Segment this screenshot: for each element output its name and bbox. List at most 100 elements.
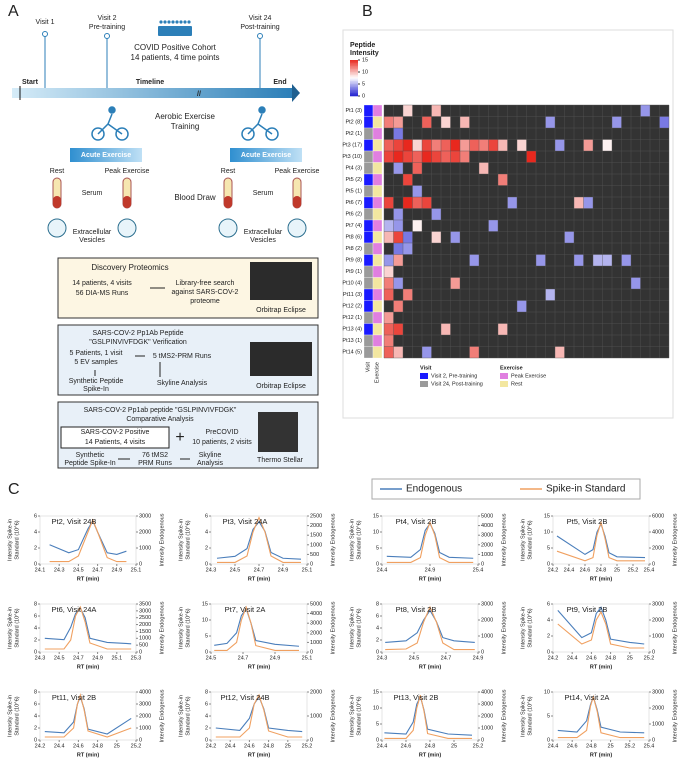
y-axis-label: Standard (10^6) bbox=[356, 608, 362, 647]
heatmap-cell bbox=[384, 266, 394, 278]
series-line bbox=[384, 695, 472, 739]
legend-title: Peptide bbox=[350, 42, 375, 49]
heatmap-cell bbox=[422, 151, 432, 163]
colorbar-step bbox=[350, 88, 358, 91]
visit-annotation bbox=[363, 173, 374, 186]
y-axis-label: Standard (10^6) bbox=[527, 520, 533, 559]
line-chart: 24.2 24.4 24.6 24.8 25 25.202460100020003000R… bbox=[520, 601, 678, 670]
label: SARS-COV-2 Pp1ab peptide "GSLPINVIVFDGK" bbox=[84, 407, 237, 414]
y2-tick-label: 2000 bbox=[652, 545, 664, 551]
chart-title: Pt9, Visit 2B bbox=[567, 605, 608, 614]
row-label: Pt13 (1) bbox=[342, 338, 362, 344]
row-label: Pt3 (17) bbox=[342, 143, 362, 149]
x-axis-label: RT (min) bbox=[248, 664, 270, 670]
heatmap-cell bbox=[431, 208, 441, 220]
x-axis-label: RT (min) bbox=[419, 752, 441, 758]
x-tick-label: 24.8 bbox=[586, 743, 597, 749]
heatmap-cell bbox=[479, 162, 489, 174]
colorbar-step bbox=[350, 91, 358, 94]
colorbar-step bbox=[350, 67, 358, 70]
label: 10 patients, 2 visits bbox=[192, 439, 252, 446]
panel-c: C Endogenous Spike-in Standard 24.1 24.3 24.5… bbox=[7, 478, 678, 758]
y2-axis-label: Intensity Endogenous bbox=[159, 513, 165, 566]
line-chart: 24.3 24.5 24.7 24.9 25.102460500100015002000… bbox=[178, 513, 336, 582]
heatmap-cell bbox=[393, 116, 403, 128]
heatmap-cell bbox=[450, 231, 460, 243]
visit-annotation bbox=[363, 116, 374, 129]
row-label: Pt4 (3) bbox=[345, 166, 362, 172]
legend-label: Visit 2, Pre-training bbox=[431, 373, 477, 379]
x-tick-label: 24.7 bbox=[441, 655, 452, 661]
colorbar-label: 15 bbox=[362, 57, 368, 63]
y2-axis-label: Intensity Endogenous bbox=[672, 601, 678, 654]
colorbar-step bbox=[350, 81, 358, 83]
row-label: Pt2 (1) bbox=[345, 131, 362, 137]
colorbar-step bbox=[350, 69, 358, 71]
plot-area bbox=[381, 691, 479, 741]
heatmap-cell bbox=[393, 139, 403, 151]
chart-title: Pt13, Visit 2B bbox=[394, 693, 439, 702]
chart-title: Pt14, Visit 2A bbox=[565, 693, 610, 702]
label: Visit 24 bbox=[249, 15, 272, 22]
label: Spike-In bbox=[83, 386, 109, 393]
y2-tick-label: 3000 bbox=[310, 621, 322, 627]
heatmap-cell bbox=[602, 254, 612, 266]
y2-tick-label: 3000 bbox=[481, 601, 493, 607]
heatmap-cell bbox=[621, 254, 631, 266]
heatmap-cell bbox=[498, 139, 508, 151]
colorbar-step bbox=[350, 75, 358, 77]
heatmap-cell bbox=[403, 289, 413, 301]
y-tick-label: 15 bbox=[544, 513, 550, 519]
series-line bbox=[217, 516, 301, 563]
label: Comparative Analysis bbox=[126, 416, 194, 423]
legend-label: Peak Exercise bbox=[511, 373, 546, 379]
y-tick-label: 2 bbox=[34, 725, 37, 731]
heatmap-cell bbox=[393, 162, 403, 174]
x-tick-label: 24.8 bbox=[605, 655, 616, 661]
x-tick-label: 25.2 bbox=[131, 743, 142, 749]
y2-tick-label: 4000 bbox=[481, 689, 493, 695]
y-axis-label: Standard (10^6) bbox=[356, 520, 362, 559]
y2-tick-label: 2000 bbox=[139, 713, 151, 719]
legend-label: Visit 24, Post-training bbox=[431, 381, 483, 387]
visit-annotation bbox=[363, 185, 374, 198]
y-tick-label: 5 bbox=[547, 545, 550, 551]
x-tick-label: 24.6 bbox=[586, 655, 597, 661]
heatmap-cell bbox=[393, 254, 403, 266]
heatmap-cell bbox=[384, 197, 394, 209]
x-tick-label: 24.6 bbox=[244, 743, 255, 749]
x-tick-label: 24.7 bbox=[254, 567, 265, 573]
exercise-annotation bbox=[372, 242, 383, 255]
y-tick-label: 6 bbox=[34, 613, 37, 619]
y-axis-label: Standard (10^6) bbox=[527, 696, 533, 735]
exercise-annotation bbox=[372, 231, 383, 244]
ev-icons bbox=[47, 218, 307, 238]
heatmap-cell bbox=[431, 139, 441, 151]
x-tick-label: 25 bbox=[614, 567, 620, 573]
heatmap-cell bbox=[536, 254, 546, 266]
heatmap-cell bbox=[469, 139, 479, 151]
x-tick-label: 24.4 bbox=[567, 655, 578, 661]
heatmap-cell bbox=[384, 277, 394, 289]
heatmap-cell bbox=[659, 116, 669, 128]
exercise-annotation bbox=[372, 208, 383, 221]
heatmap-cell bbox=[393, 208, 403, 220]
label: Discovery Proteomics bbox=[91, 263, 168, 272]
y2-tick-label: 0 bbox=[139, 561, 142, 567]
y-tick-label: 0 bbox=[34, 737, 37, 743]
chart-title: Pt7, Visit 2A bbox=[225, 605, 266, 614]
x-tick-label: 24.9 bbox=[425, 567, 436, 573]
line-chart: 24.1 24.3 24.5 24.7 24.9 25.10246010002000300… bbox=[7, 513, 165, 582]
y2-axis-label: Intensity Endogenous bbox=[330, 601, 336, 654]
colorbar-step bbox=[350, 79, 358, 82]
y2-axis-label: Intensity Endogenous bbox=[672, 513, 678, 566]
label: Serum bbox=[82, 190, 103, 197]
visit-annotation bbox=[363, 265, 374, 278]
y2-tick-label: 3000 bbox=[139, 608, 151, 614]
colorbar-step bbox=[350, 87, 358, 89]
y2-tick-label: 1500 bbox=[139, 629, 151, 635]
bike-icon bbox=[241, 106, 279, 141]
heatmap-cell bbox=[393, 323, 403, 335]
label: Rest bbox=[50, 168, 64, 175]
